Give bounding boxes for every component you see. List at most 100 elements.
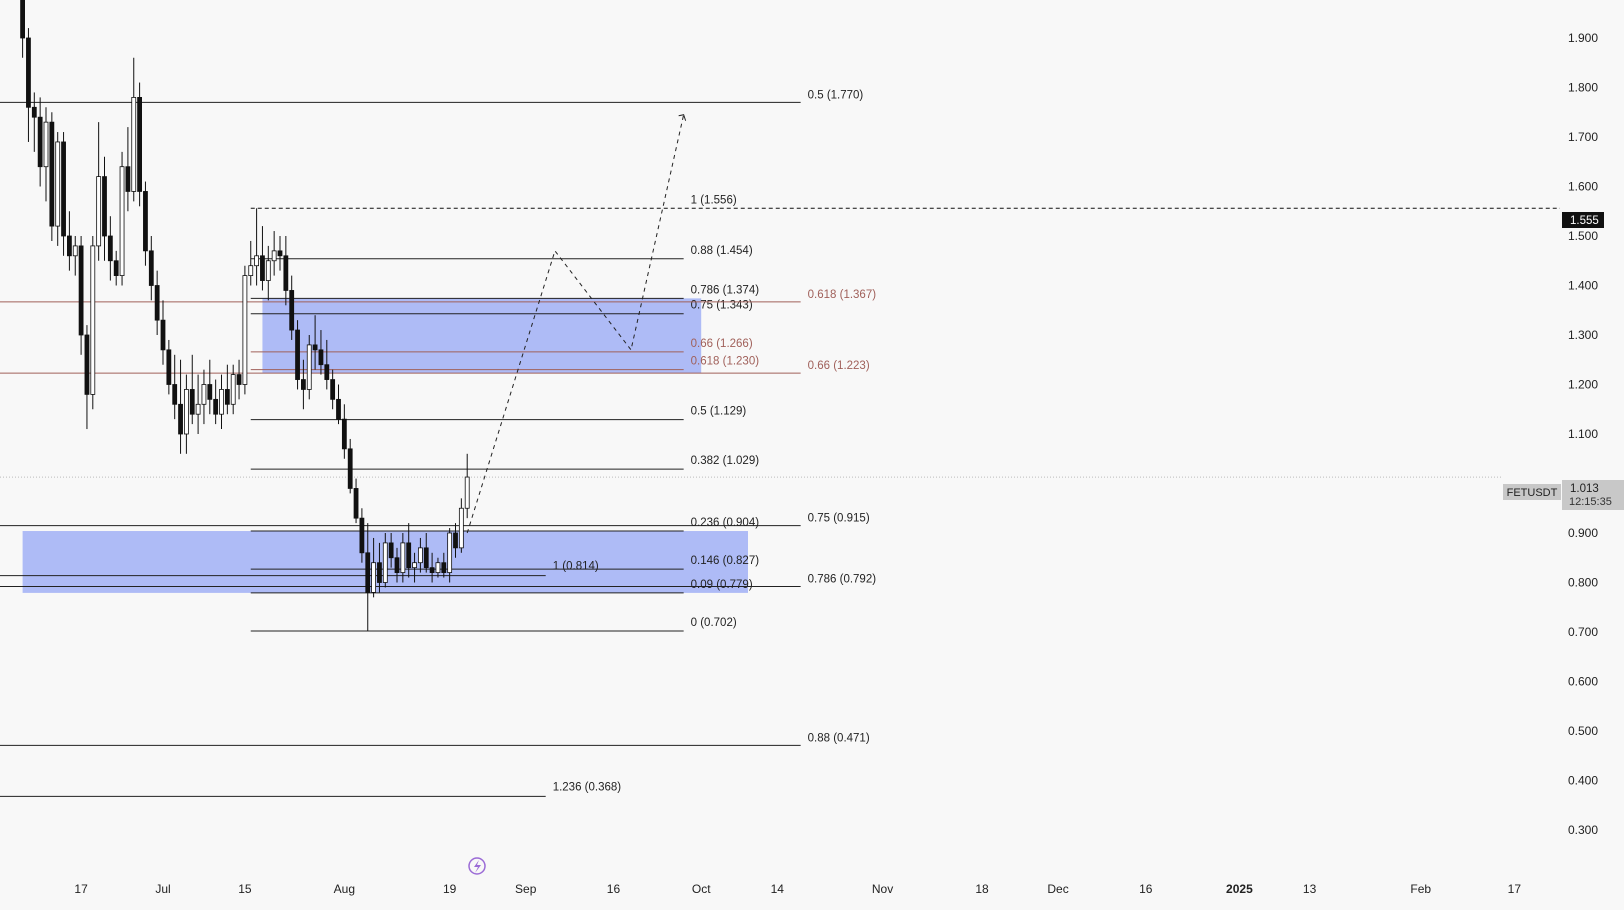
candle	[143, 181, 148, 266]
candle-body	[417, 547, 423, 564]
projection-layer	[466, 114, 687, 534]
candle-body	[341, 418, 347, 450]
x-tick-label: Dec	[1047, 882, 1068, 896]
candle	[172, 354, 178, 420]
time-axis[interactable]: 17 Jul 15 Aug 19 Sep 16 Oct 14 Nov 18 Dec 16 2025 13 Fe…	[74, 882, 1521, 896]
price-axis[interactable]: 1.900 1.800 1.700 1.600 1.500 1.400 1.300 1.200…	[1568, 31, 1598, 837]
candle	[131, 57, 137, 202]
symbol-tag: FETUSDT	[1507, 487, 1558, 499]
candle-body	[113, 260, 119, 277]
fib-label: 0.5 (1.770)	[808, 89, 864, 101]
candle	[341, 404, 347, 459]
candle-body	[324, 364, 330, 380]
candle-body	[219, 389, 224, 415]
candle	[84, 325, 90, 430]
candle-body	[453, 532, 458, 549]
fib-label: 0.786 (0.792)	[808, 573, 877, 585]
candle-body	[412, 562, 417, 569]
x-tick-label: 19	[443, 882, 457, 896]
price-tags-layer: FETUSDT 1.013 12:15:35 1.555	[1503, 212, 1624, 510]
candle	[324, 339, 330, 390]
candle	[242, 265, 248, 395]
candle	[148, 236, 154, 301]
candle	[31, 92, 37, 152]
candle-body	[213, 398, 219, 415]
projection-path	[466, 114, 685, 534]
candle	[260, 226, 265, 291]
candle	[295, 320, 300, 390]
candle-body	[353, 488, 359, 519]
candle	[72, 236, 78, 276]
x-tick-label: Aug	[334, 882, 355, 896]
candle	[347, 438, 353, 494]
candle-body	[102, 176, 107, 237]
candle	[107, 216, 113, 281]
candle-body	[107, 235, 113, 262]
fib-label: 0.09 (0.779)	[691, 579, 753, 591]
candle	[271, 231, 277, 276]
candle	[248, 240, 254, 286]
candle	[154, 270, 160, 335]
candle-body	[347, 448, 353, 489]
y-tick-label: 1.400	[1568, 279, 1598, 293]
candle-body	[248, 265, 254, 277]
fib-label: 0.66 (1.266)	[691, 338, 753, 350]
candle	[61, 132, 66, 256]
candle	[447, 528, 453, 583]
candle-body	[295, 329, 300, 380]
candle-body	[254, 255, 260, 267]
candle-body	[312, 344, 318, 351]
candle-body	[189, 389, 195, 415]
candle-body	[78, 245, 84, 336]
y-tick-label: 1.500	[1568, 229, 1598, 243]
x-tick-label: 18	[975, 882, 989, 896]
candle-body	[300, 379, 306, 390]
fib-label: 1 (0.814)	[553, 561, 599, 573]
candle	[55, 132, 61, 246]
candle-body	[207, 384, 213, 400]
candle-body	[377, 562, 382, 583]
candle-body	[388, 542, 394, 559]
candle-body	[236, 374, 242, 385]
candle	[406, 523, 412, 578]
candle	[371, 537, 377, 598]
y-tick-label: 1.200	[1568, 378, 1598, 392]
x-tick-label: Sep	[515, 882, 537, 896]
y-tick-label: 0.500	[1568, 724, 1598, 738]
candle-body	[359, 517, 365, 554]
candle-body	[423, 547, 429, 569]
last-price-tag: 1.013	[1570, 483, 1599, 495]
candle	[377, 542, 382, 593]
candles-layer	[20, 0, 470, 632]
candle	[67, 211, 72, 271]
candle	[113, 250, 119, 286]
candle-body	[382, 542, 388, 583]
lightning-icon[interactable]	[468, 857, 486, 875]
y-tick-label: 1.800	[1568, 81, 1598, 95]
candle-body	[242, 275, 248, 385]
fib-label: 0.618 (1.367)	[808, 289, 877, 301]
candle-body	[277, 250, 283, 257]
x-tick-label: Nov	[872, 882, 893, 896]
candle-body	[400, 542, 406, 574]
fib-label: 0.88 (0.471)	[808, 732, 870, 744]
candle	[230, 364, 236, 415]
candle	[435, 557, 441, 578]
y-tick-label: 1.600	[1568, 180, 1598, 194]
candle	[102, 156, 107, 261]
candle	[458, 498, 464, 553]
candle	[195, 374, 201, 434]
y-tick-label: 0.800	[1568, 576, 1598, 590]
candle	[119, 151, 125, 286]
y-tick-label: 1.100	[1568, 427, 1598, 441]
candle-body	[67, 235, 72, 257]
fib-label: 0.786 (1.374)	[691, 284, 760, 296]
candle	[306, 335, 312, 400]
candle	[189, 354, 195, 425]
candle	[464, 453, 470, 519]
candle	[318, 330, 324, 375]
candle	[359, 508, 365, 563]
candle	[300, 359, 306, 410]
candle-body	[172, 384, 178, 405]
